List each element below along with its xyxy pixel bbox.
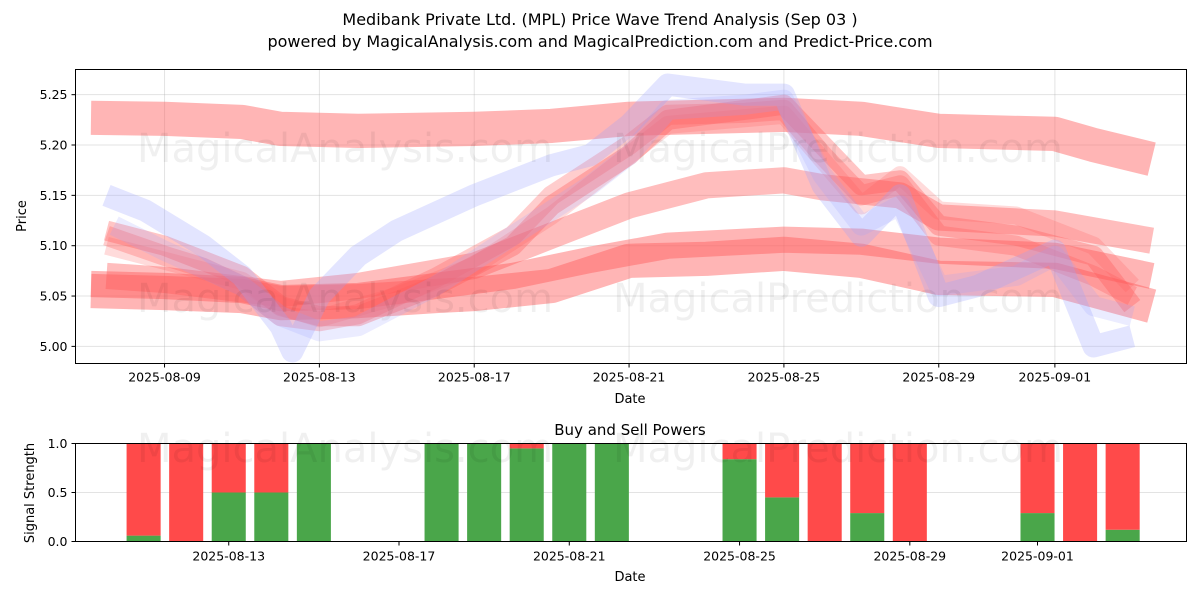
wave-band-short-wave-3 [104,105,1139,328]
y-tick-label: 5.05 [40,289,68,304]
chart-title: Medibank Private Ltd. (MPL) Price Wave T… [342,10,858,29]
signal-bar [169,443,204,542]
y-axis-label: Price [15,200,30,232]
buy-bar [126,535,161,542]
x-axis-label: Date [614,392,645,407]
sell-bar [211,443,246,493]
signal-bar [424,443,459,542]
price-axes-frame [75,69,1187,364]
signal-bars [126,443,1140,542]
sell-bar [169,443,204,542]
price-wave-chart: MagicalAnalysis.com MagicalPrediction.co… [15,69,1187,407]
sell-bar [1063,443,1098,542]
signal-bar [552,443,587,542]
wave-band-blue-wave-2 [109,89,1135,342]
y-tick-label: 1.0 [48,436,68,451]
x-tick-label: 2025-08-13 [192,549,265,564]
watermark: MagicalAnalysis.com [137,276,553,322]
buy-bar [765,497,800,542]
buy-bar [211,492,246,542]
x-tick-label: 2025-08-21 [533,549,606,564]
signal-bar [1105,443,1140,542]
sell-bar [850,443,885,514]
buy-bar [594,443,629,542]
x-tick-label: 2025-08-25 [748,370,821,385]
buy-sell-chart: Buy and Sell Powers MagicalAnalysis.com … [23,421,1187,585]
watermark: MagicalPrediction.com [613,426,1063,472]
buy-bar [1105,529,1140,542]
sell-bar [509,443,544,449]
y-tick-label: 5.20 [40,138,68,153]
wave-band-blue-wave-1 [102,73,1136,363]
signal-bar [467,443,502,542]
wave-band-long-wave-lower [90,236,1157,323]
y-tick-label: 5.15 [40,188,68,203]
buy-bar [296,443,331,542]
signal-bar [509,443,544,542]
signal-bar [807,443,842,542]
x-tick-label: 2025-09-01 [1019,370,1092,385]
sell-bar [722,443,757,460]
sell-bar [765,443,800,498]
buy-bar [467,443,502,542]
y-tick-label: 5.10 [40,238,68,253]
price-grid [75,69,1187,364]
signal-bar [850,443,885,542]
x-tick-label: 2025-08-25 [703,549,776,564]
subplot-title: Buy and Sell Powers [554,421,706,439]
watermark: MagicalPrediction.com [613,126,1063,172]
watermark: MagicalAnalysis.com [137,426,553,472]
chart-subtitle: powered by MagicalAnalysis.com and Magic… [267,32,933,51]
buy-bar [1020,513,1055,542]
buy-bar [509,448,544,542]
wave-band-mid-wave-1 [90,226,1155,312]
x-tick-label: 2025-08-13 [283,370,356,385]
y-tick-label: 5.00 [40,339,68,354]
y-tick-label: 0.5 [48,485,68,500]
x-axis-label: Date [614,570,645,585]
x-tick-label: 2025-08-21 [593,370,666,385]
signal-bar [211,443,246,542]
signal-bar [594,443,629,542]
wave-bands [90,73,1157,363]
wave-band-mid-wave-2 [105,167,1154,308]
buy-bar [424,443,459,542]
wave-band-short-wave-1 [103,94,1141,327]
x-tick-label: 2025-08-29 [873,549,946,564]
signal-bar [1063,443,1098,542]
watermark: MagicalAnalysis.com [137,126,553,172]
x-tick-label: 2025-08-17 [438,370,511,385]
price-ticks: 5.00 5.05 5.10 5.15 5.20 5.25 2025-08-09 2025-0… [40,87,1092,384]
signal-bar [254,443,289,542]
signal-bar [1020,443,1055,542]
buy-bar [552,443,587,542]
y-tick-label: 5.25 [40,87,68,102]
watermark: MagicalPrediction.com [613,276,1063,322]
wave-band-long-wave-upper [90,97,1156,176]
buy-bar [722,459,757,542]
x-tick-label: 2025-08-17 [363,549,436,564]
sell-bar [1020,443,1055,514]
signal-bar [722,443,757,542]
signal-bar [765,443,800,542]
x-tick-label: 2025-08-29 [902,370,975,385]
x-tick-label: 2025-08-09 [128,370,201,385]
sell-bar [254,443,289,493]
wave-band-short-wave-2 [103,99,1137,332]
signal-bar [892,443,927,542]
buy-bar [254,492,289,542]
buy-bar [850,513,885,542]
signal-bar [296,443,331,542]
sell-bar [807,443,842,542]
signal-ticks: 0.0 0.5 1.0 2025-08-13 2025-08-17 2025-08-21 2… [48,436,1074,564]
sell-bar [1105,443,1140,530]
sell-bar [892,443,927,542]
signal-bar [126,443,161,542]
x-tick-label: 2025-09-01 [1001,549,1074,564]
y-tick-label: 0.0 [48,534,68,549]
sell-bar [126,443,161,536]
y-axis-label: Signal Strength [23,443,38,543]
